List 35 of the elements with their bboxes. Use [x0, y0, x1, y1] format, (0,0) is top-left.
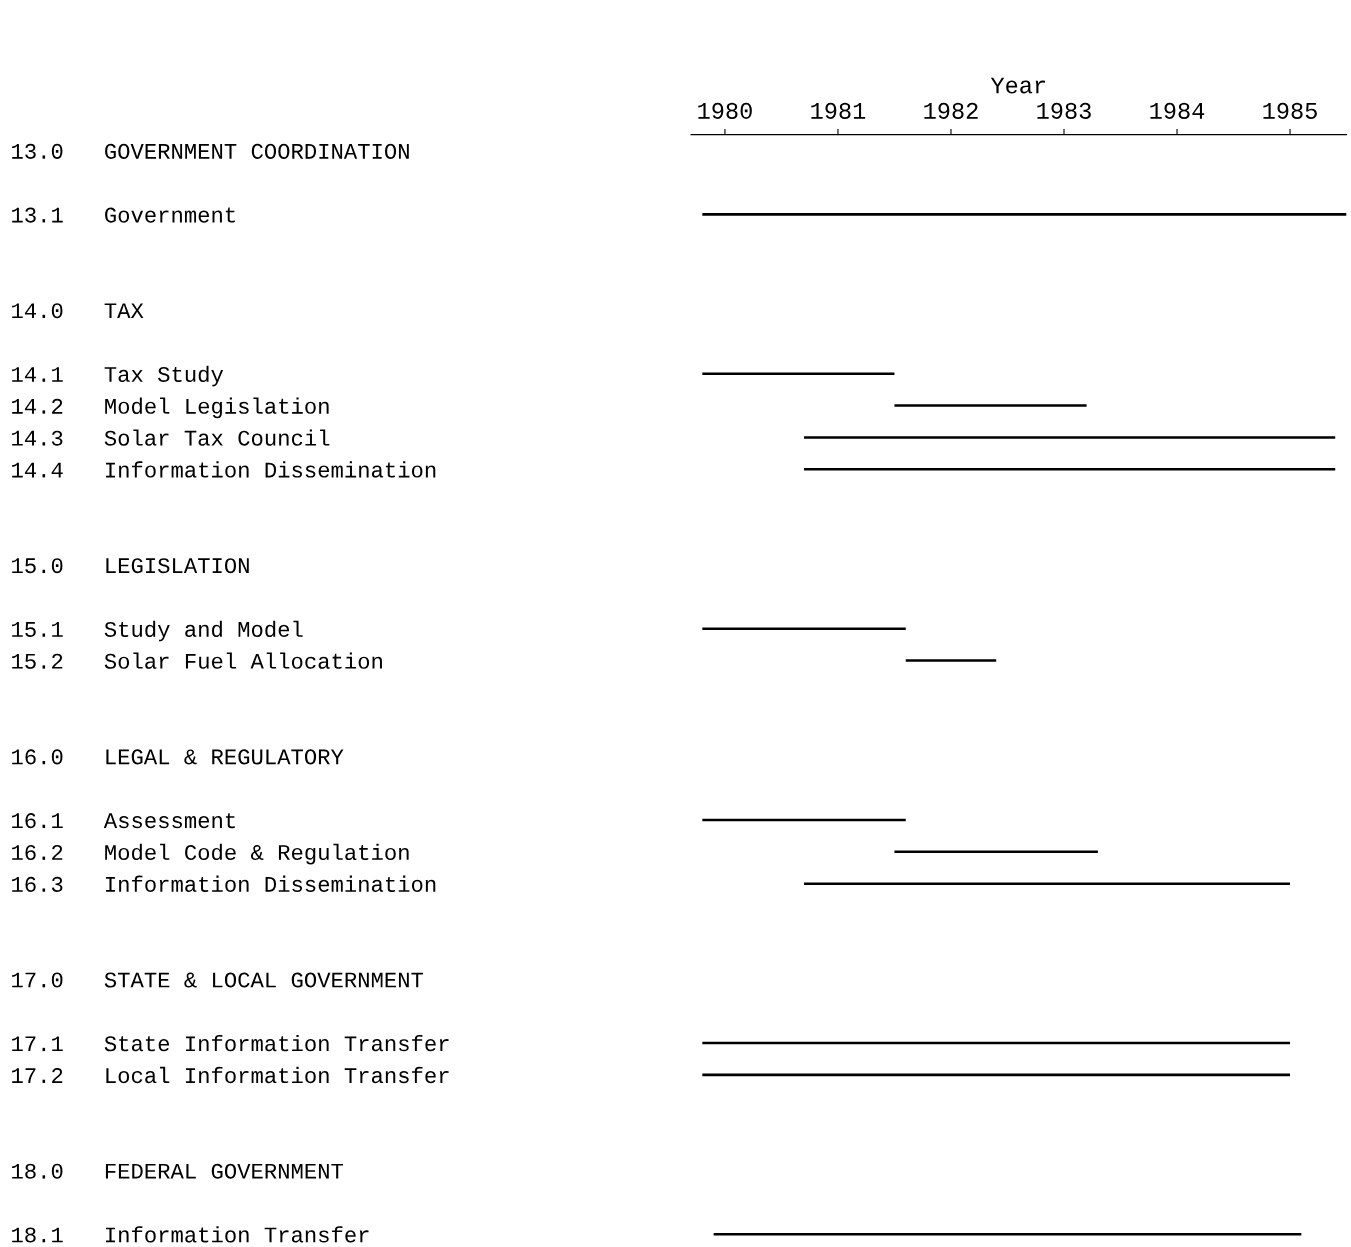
y-tick-label: 15.0 LEGISLATION	[12, 558, 249, 574]
x2-tick-label: 1985	[1263, 102, 1317, 119]
y-tick-label: 18.0 FEDERAL GOVERNMENT	[12, 1163, 344, 1179]
bar	[804, 882, 1291, 885]
y-tick-label: 13.0 GOVERNMENT COORDINATION	[12, 143, 409, 159]
bar	[905, 659, 997, 662]
y-tick-label: 14.2 Model Legislation	[12, 397, 329, 419]
bar	[702, 372, 895, 375]
y-tick-label: 16.0 LEGAL & REGULATORY	[12, 749, 344, 765]
y-tick-label: 16.2 Model Code & Regulation	[12, 843, 409, 865]
y-tick-label: 14.0 TAX	[12, 303, 144, 319]
y-tick-label: 17.1 State Information Transfer	[12, 1034, 449, 1052]
y-tick-label: 17.2 Local Information Transfer	[12, 1066, 449, 1084]
x2-tick-label: 1980	[698, 102, 752, 119]
y-tick-label: 16.3 Information Dissemination	[12, 875, 436, 892]
y-tick-label: 18.1 Information Transfer	[12, 1226, 369, 1243]
bar	[804, 436, 1336, 439]
bar	[894, 404, 1087, 407]
bar	[702, 213, 1347, 216]
bar	[713, 1232, 1302, 1236]
y-tick-label: 15.1 Study and Model	[12, 620, 303, 642]
x2-tick-label: 1981	[811, 102, 866, 119]
y-tick-label: 16.1 Assessment	[12, 813, 235, 829]
x2-tick-label: 1984	[1150, 102, 1205, 119]
y-tick-label: 13.1 Government	[12, 207, 235, 223]
y-tick-label: 17.0 STATE & LOCAL GOVERNMENT	[12, 972, 424, 988]
y-tick-label: 15.2 Solar Fuel Allocation	[12, 652, 382, 669]
bar	[702, 627, 906, 630]
x2-tick-label: 1983	[1037, 102, 1091, 119]
x2-axis-title: Year	[990, 77, 1045, 94]
x2-tick-label: 1982	[924, 102, 978, 119]
y-tick-label: 14.4 Information Dissemination	[12, 461, 436, 478]
y-tick-label: 14.1 Tax Study	[12, 365, 224, 387]
bar	[804, 468, 1336, 471]
y-tick-label: 14.3 Solar Tax Council	[12, 429, 330, 446]
